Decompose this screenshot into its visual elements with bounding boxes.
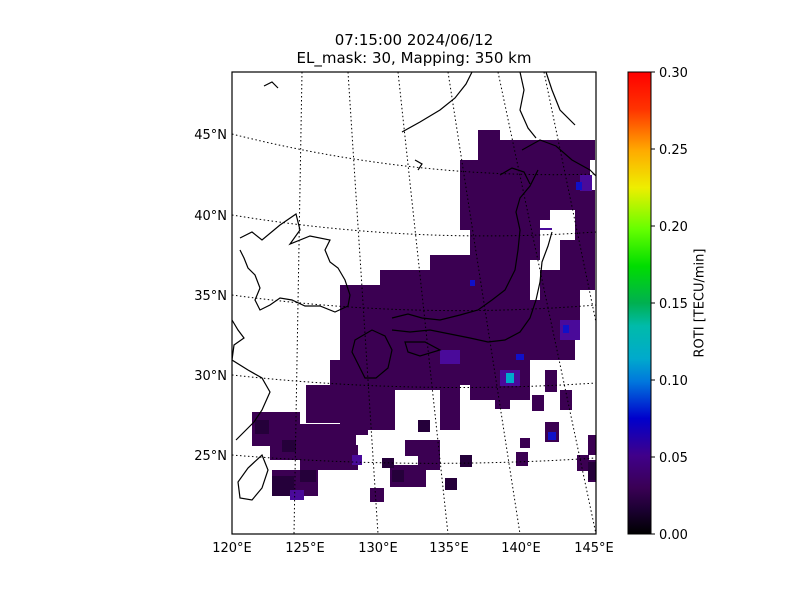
lon-tick-label: 135°E <box>429 541 469 556</box>
lon-tick-label: 140°E <box>501 541 541 556</box>
lon-tick-label: 130°E <box>358 541 398 556</box>
colorbar-ticks: 0.00 0.05 0.10 0.15 0.20 0.25 0.30 <box>651 66 688 543</box>
lat-tick-label: 45°N <box>194 128 227 143</box>
lat-tick-label: 40°N <box>194 209 227 224</box>
lat-tick-label: 30°N <box>194 369 227 384</box>
lon-tick-label: 120°E <box>212 541 252 556</box>
lat-tick-label: 25°N <box>194 449 227 464</box>
colorbar-tick-label: 0.05 <box>659 451 688 466</box>
colorbar-label: ROTI [TECU/min] <box>692 248 708 358</box>
lat-tick-labels: 25°N 30°N 35°N 40°N 45°N <box>194 128 227 464</box>
colorbar <box>627 71 652 535</box>
lon-tick-label: 145°E <box>574 541 614 556</box>
colorbar-tick-label: 0.10 <box>659 374 688 389</box>
map-title-time: 07:15:00 2024/06/12 <box>334 31 494 49</box>
colorbar-tick-label: 0.30 <box>659 66 688 81</box>
colorbar-tick-label: 0.20 <box>659 220 688 235</box>
lon-tick-label: 125°E <box>285 541 325 556</box>
map-frame <box>231 71 597 535</box>
colorbar-tick-label: 0.15 <box>659 297 688 312</box>
lat-tick-label: 35°N <box>194 289 227 304</box>
roti-data-cells <box>252 130 596 502</box>
lon-tick-labels: 120°E 125°E 130°E 135°E 140°E 145°E <box>212 541 614 556</box>
colorbar-tick-label: 0.00 <box>659 528 688 543</box>
map-title-params: EL_mask: 30, Mapping: 350 km <box>296 49 532 67</box>
graticule <box>232 72 596 534</box>
colorbar-tick-label: 0.25 <box>659 143 688 158</box>
coastlines <box>232 72 596 501</box>
